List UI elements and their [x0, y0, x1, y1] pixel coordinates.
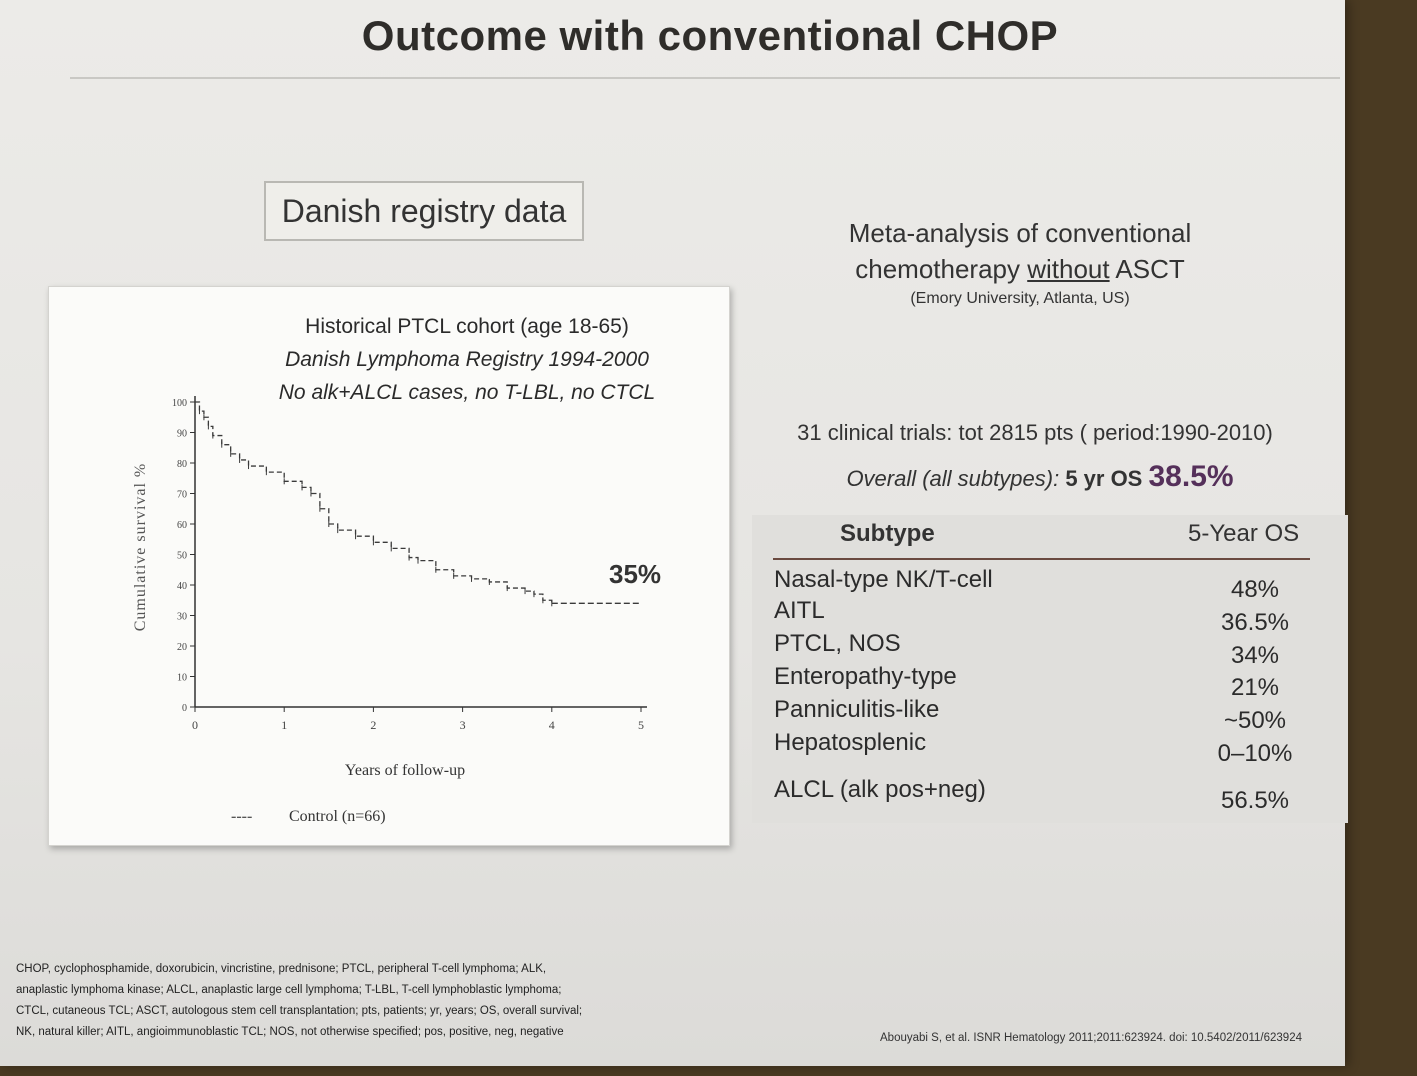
- x-tick-label: 0: [192, 718, 198, 732]
- overall-pct: 38.5%: [1148, 460, 1234, 493]
- table-row-name: Hepatosplenic: [774, 729, 927, 756]
- km-header-line2: Danish Lymphoma Registry 1994-2000: [285, 348, 649, 371]
- y-tick-label: 0: [182, 703, 187, 714]
- table-row-value: ~50%: [1223, 707, 1287, 734]
- x-tick-label: 5: [638, 718, 644, 732]
- table-row-name: Nasal-type NK/T-cell: [774, 566, 993, 593]
- abbreviations-footnote: CHOP, cyclophosphamide, doxorubicin, vin…: [16, 959, 736, 1043]
- y-tick-label: 20: [177, 642, 187, 653]
- footnote-line: CHOP, cyclophosphamide, doxorubicin, vin…: [16, 963, 547, 975]
- table-row-name: AITL: [774, 597, 825, 624]
- y-tick-label: 10: [177, 673, 187, 684]
- subtype-table: [752, 515, 1348, 823]
- x-tick-label: 3: [460, 718, 466, 732]
- km-header-line3: No alk+ALCL cases, no T-LBL, no CTCL: [279, 381, 655, 404]
- citation: Abouyabi S, et al. ISNR Hematology 2011;…: [880, 1032, 1302, 1044]
- legend-label: Control (n=66): [289, 808, 386, 825]
- km-chart: Historical PTCL cohort (age 18-65) Danis…: [132, 315, 661, 825]
- y-axis-label: Cumulative survival %: [132, 463, 149, 632]
- y-tick-label: 50: [177, 551, 187, 562]
- x-tick-label: 1: [281, 718, 287, 732]
- table-row-value: 34%: [1230, 642, 1280, 669]
- slide: Outcome with conventional CHOP Danish re…: [0, 0, 1348, 1066]
- table-row-value: 56.5%: [1220, 787, 1290, 814]
- y-tick-label: 60: [177, 520, 187, 531]
- title-divider: [70, 77, 1340, 79]
- y-tick-label: 90: [177, 429, 187, 440]
- trials-summary: 31 clinical trials: tot 2815 pts ( perio…: [797, 420, 1273, 445]
- table-header-subtype: Subtype: [840, 520, 935, 547]
- x-tick-label: 2: [370, 718, 376, 732]
- table-row-name: PTCL, NOS: [774, 630, 901, 657]
- legend-swatch: ----: [231, 808, 252, 825]
- km-callout-35: 35%: [609, 559, 661, 589]
- x-tick-label: 4: [549, 718, 555, 732]
- table-row-name: Enteropathy-type: [774, 663, 957, 690]
- footnote-line: anaplastic lymphoma kinase; ALCL, anapla…: [16, 984, 562, 996]
- overall-yr-label: 5 yr OS: [1065, 466, 1143, 491]
- overall-label: Overall (all subtypes):: [846, 466, 1060, 491]
- meta-analysis-line1: Meta-analysis of conventional: [848, 218, 1192, 248]
- km-header-line1: Historical PTCL cohort (age 18-65): [305, 315, 629, 338]
- km-plot-area: 0 10 20 30 40 50 60 70 80 90 100 0 1 2 3 4 5: [172, 396, 647, 732]
- meta-analysis-line2: chemotherapy without ASCT: [770, 254, 1270, 285]
- meta-line2-underlined: without: [1027, 254, 1110, 284]
- meta-analysis-source: (Emory University, Atlanta, US): [910, 290, 1130, 307]
- table-row-value: 36.5%: [1220, 609, 1290, 636]
- y-tick-label: 40: [177, 581, 187, 592]
- table-header-os: 5-Year OS: [1188, 520, 1300, 547]
- footnote-line: NK, natural killer; AITL, angioimmunobla…: [16, 1026, 564, 1038]
- table-header-rule: [773, 558, 1310, 560]
- y-tick-label: 80: [177, 459, 187, 470]
- meta-line2-post: ASCT: [1109, 254, 1185, 284]
- y-tick-label: 100: [172, 398, 187, 409]
- table-row-value: 48%: [1230, 576, 1280, 603]
- table-row-name: Panniculitis-like: [774, 696, 940, 723]
- km-survival-curve: [195, 401, 553, 604]
- km-chart-panel: Historical PTCL cohort (age 18-65) Danis…: [48, 286, 730, 846]
- x-axis-label: Years of follow-up: [345, 762, 465, 779]
- slide-title: Outcome with conventional CHOP: [361, 12, 1059, 59]
- y-tick-label: 30: [177, 612, 187, 623]
- table-row-value: 21%: [1230, 674, 1280, 701]
- meta-line2-pre: chemotherapy: [855, 254, 1028, 284]
- footnote-line: CTCL, cutaneous TCL; ASCT, autologous st…: [16, 1005, 583, 1017]
- overall-os: Overall (all subtypes): 5 yr OS 38.5%: [770, 460, 1310, 494]
- table-row-name: ALCL (alk pos+neg): [774, 776, 986, 803]
- table-row-value: 0–10%: [1217, 740, 1293, 767]
- danish-registry-tag: Danish registry data: [264, 181, 584, 241]
- y-tick-label: 70: [177, 490, 187, 501]
